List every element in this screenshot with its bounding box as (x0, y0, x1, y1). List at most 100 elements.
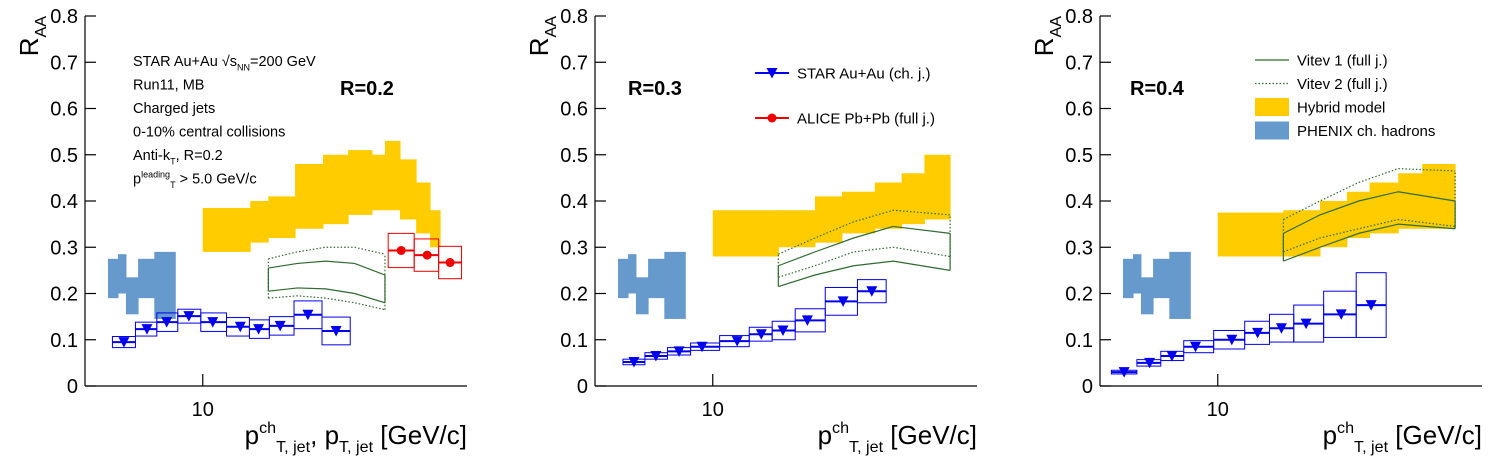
y-tick-label: 0.4 (1065, 191, 1093, 213)
point (731, 336, 743, 347)
model-curve (268, 295, 386, 311)
model-curve (1283, 223, 1456, 262)
text-part: T (170, 180, 176, 190)
point (673, 346, 685, 357)
band-segment (108, 258, 119, 299)
point (837, 296, 849, 307)
y-tick-label: 0.3 (1065, 237, 1093, 259)
y-tick-label: 0.1 (560, 330, 588, 352)
text-part: T, jet (276, 438, 311, 456)
point (1226, 334, 1238, 346)
text-part: Run11, MB (133, 78, 204, 94)
y-tick-label: 0.5 (1065, 145, 1093, 167)
y-tick-label: 0.4 (560, 191, 588, 213)
text-part: T, jet (849, 438, 884, 456)
x-tick-label: 10 (1207, 399, 1229, 421)
legend-label: PHENIX ch. hadrons (1297, 123, 1435, 140)
text-part: AA (542, 16, 560, 38)
panel-label: R=0.2 (340, 78, 394, 100)
text-part: p (818, 420, 832, 450)
panel-label: R=0.4 (1130, 78, 1185, 100)
model-curve (778, 246, 951, 278)
model-curve (268, 287, 386, 304)
band-segment (874, 182, 903, 229)
band-segment (1133, 254, 1142, 294)
model-curve (1283, 191, 1456, 234)
model-curve (268, 246, 386, 260)
x-axis-label: pchT, jet, pT, jet [GeV/c] (245, 419, 467, 456)
band-segment (118, 254, 127, 294)
band-segment (814, 196, 843, 243)
model-curve (1283, 168, 1456, 221)
x-tick-label: 10 (702, 399, 724, 421)
point (1275, 323, 1287, 334)
x-axis-label: pchT, jet [GeV/c] (1323, 419, 1482, 456)
band-segment (295, 164, 324, 229)
point (1365, 300, 1377, 311)
y-tick-label: 0.1 (50, 330, 78, 352)
legend-label: ALICE Pb+Pb (full j.) (797, 111, 935, 128)
legend-label: Vitev 2 (full j.) (1297, 76, 1388, 93)
text-part: p (1323, 420, 1337, 450)
band-segment (1169, 251, 1191, 319)
y-tick-label: 0.6 (50, 99, 78, 121)
legend-marker (766, 68, 778, 79)
band-segment (202, 207, 251, 252)
point (866, 286, 878, 297)
point (1190, 341, 1202, 353)
x-tick-label: 10 (192, 399, 214, 421)
y-tick-label: 0.5 (50, 145, 78, 167)
annotation: Anti-kT, R=0.2 (133, 148, 223, 166)
text-part: R (524, 38, 554, 57)
text-part: AA (32, 16, 50, 38)
text-part: T (170, 156, 176, 166)
point (1166, 350, 1178, 362)
y-tick-label: 0.3 (50, 237, 78, 259)
band-segment (648, 258, 665, 299)
panel-label: R=0.3 (628, 78, 682, 100)
point (777, 325, 789, 336)
y-axis-label: RAA (1029, 16, 1065, 57)
point (422, 250, 432, 260)
band-segment (901, 173, 925, 225)
y-tick-label: 0.8 (50, 6, 78, 28)
band-segment (1153, 258, 1170, 299)
y-tick-label: 0.7 (50, 52, 78, 74)
point (253, 324, 265, 335)
y-tick-label: 0.2 (560, 284, 588, 306)
point (650, 350, 662, 362)
y-axis-label: RAA (14, 16, 50, 57)
model-curve (778, 260, 951, 288)
point (207, 317, 219, 328)
point (696, 341, 708, 353)
annotation: pleadingT > 5.0 GeV/c (133, 169, 257, 189)
legend-marker (767, 113, 777, 123)
point (1118, 367, 1130, 378)
y-tick-label: 0.2 (50, 284, 78, 306)
point (1335, 309, 1347, 320)
text-part: STAR Au+Au √s (133, 54, 237, 70)
point (183, 311, 195, 322)
point (161, 317, 173, 328)
band-segment (400, 159, 417, 220)
band-segment (268, 196, 296, 238)
y-tick-label: 0.5 (560, 145, 588, 167)
x-axis-label: pchT, jet [GeV/c] (818, 419, 977, 456)
y-tick-label: 0 (67, 376, 78, 398)
band-segment (430, 210, 441, 248)
band-segment (416, 182, 431, 234)
band-segment (348, 150, 373, 215)
text-part: ch (832, 419, 849, 437)
model-curve (268, 260, 386, 276)
text-part: > 5.0 GeV/c (176, 172, 257, 188)
y-axis-label: RAA (524, 16, 560, 57)
annotation: STAR Au+Au √sNN=200 GeV (133, 54, 316, 72)
text-part: ch (259, 419, 276, 437)
text-part: T, jet (1354, 438, 1389, 456)
text-part: , p (310, 420, 339, 450)
band-segment (628, 254, 637, 294)
band-segment (924, 154, 951, 220)
band-segment (841, 191, 876, 234)
band-segment (1140, 277, 1154, 315)
band-segment (138, 258, 155, 299)
